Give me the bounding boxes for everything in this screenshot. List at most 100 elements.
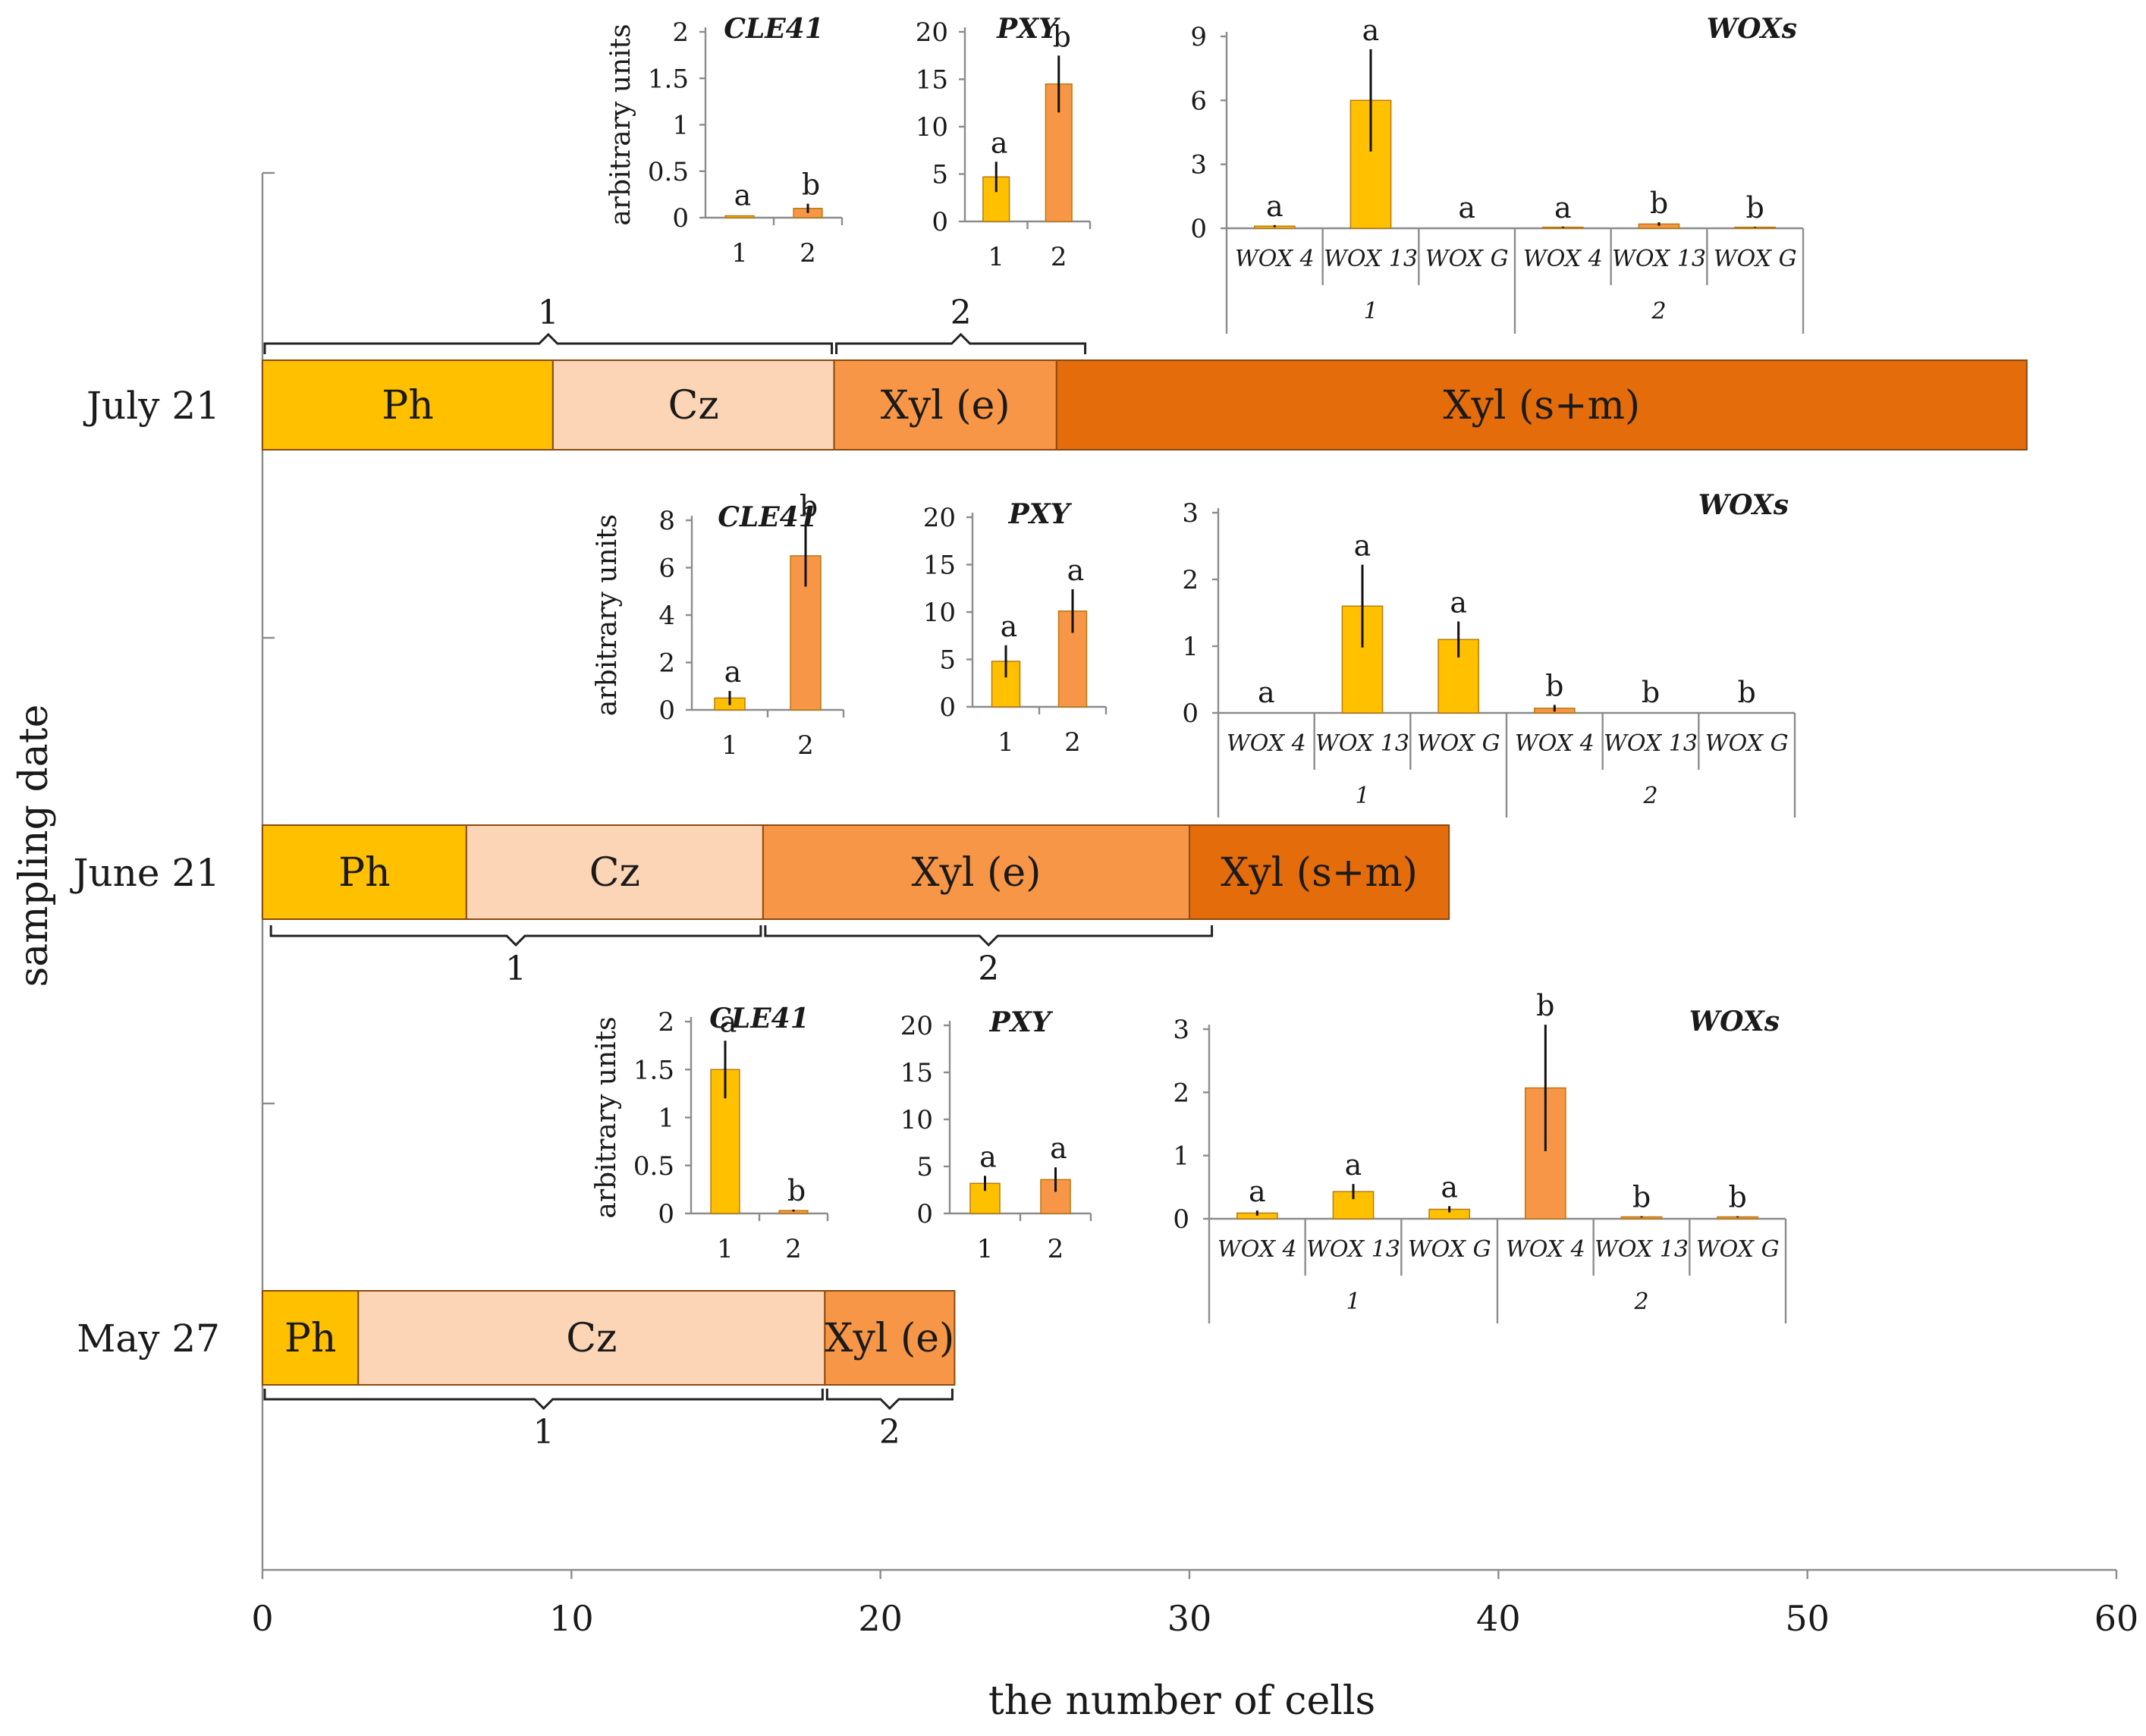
- stacked-segment: [262, 359, 554, 450]
- significance-letter: a: [1458, 191, 1475, 224]
- wox-category-label: WOX 4: [1515, 730, 1595, 757]
- date-row: July 21 Ph Cz Xyl (e) Xyl (s+m) 1 2: [83, 294, 2028, 450]
- inset-x-tick-label: 2: [1048, 1234, 1064, 1264]
- row-date-label: July 21: [83, 384, 220, 428]
- significance-letter: a: [1554, 191, 1572, 224]
- inset-x-tick-label: 1: [731, 238, 748, 268]
- inset-title: WOXs: [1707, 13, 1797, 45]
- significance-letter: b: [787, 1174, 806, 1207]
- wox-group-label: 1: [1363, 298, 1378, 325]
- inset-title: PXY: [1008, 498, 1073, 530]
- inset-x-tick-label: 1: [977, 1234, 994, 1264]
- cle41-inset: 0 0.5 1 1.5 2 a 1 b 2 CLE41 arbitrary units: [591, 1003, 829, 1264]
- inset-y-tick-label: 0: [1182, 698, 1199, 729]
- inset-y-tick-label: 9: [1190, 22, 1207, 52]
- x-tick-label: 50: [1785, 1598, 1830, 1639]
- significance-letter: b: [1545, 669, 1563, 702]
- significance-letter: b: [1642, 676, 1660, 709]
- pxy-inset: 0 5 10 15 20 a 1 a 2 PXY: [923, 498, 1108, 758]
- date-row: May 27 Ph Cz Xyl (e) 1 2: [77, 1290, 956, 1452]
- wox-group-label: 1: [1346, 1289, 1360, 1315]
- inset-y-tick-label: 20: [923, 503, 956, 533]
- inset-y-tick-label: 4: [658, 601, 675, 631]
- wox-group-label: 2: [1651, 298, 1666, 325]
- significance-letter: a: [1001, 610, 1018, 643]
- stacked-segment: [465, 824, 764, 920]
- inset-x-tick-label: 2: [800, 238, 816, 268]
- wox-group-label: 2: [1642, 783, 1657, 809]
- stacked-segment: [357, 1290, 826, 1386]
- inset-y-tick-label: 1: [1182, 632, 1199, 662]
- wox-category-label: WOX 4: [1235, 246, 1315, 272]
- inset-x-tick-label: 2: [797, 730, 814, 761]
- significance-letter: a: [1354, 529, 1371, 563]
- wox-category-label: WOX G: [1696, 1236, 1780, 1263]
- wox-category-label: WOX 13: [1324, 246, 1418, 272]
- inset-x-tick-label: 1: [717, 1234, 734, 1264]
- inset-bar: [724, 215, 755, 218]
- inset-x-tick-label: 1: [988, 242, 1004, 272]
- inset-y-tick-label: 2: [1182, 565, 1199, 595]
- stacked-segment: [262, 1290, 360, 1386]
- inset-y-tick-label: 3: [1173, 1015, 1189, 1045]
- segment-label: Xyl (e): [825, 1316, 954, 1361]
- zone-brace: [263, 332, 834, 354]
- significance-letter: a: [734, 179, 752, 212]
- zone-brace: [825, 1389, 954, 1411]
- wox-group-label: 1: [1355, 783, 1369, 809]
- inset-y-tick-label: 0: [939, 692, 956, 723]
- wox-inset: 0 1 2 3 a WOX 4 a WOX 13 a WOX G b WOX 4 b WOX 13 b WOX…: [1173, 989, 1787, 1323]
- significance-letter: a: [1362, 14, 1380, 47]
- inset-y-tick-label: 0.5: [633, 1151, 674, 1182]
- segment-label: Cz: [566, 1316, 617, 1361]
- inset-y-tick-label: 15: [916, 65, 948, 96]
- significance-letter: b: [1632, 1181, 1651, 1214]
- date-rows: July 21 Ph Cz Xyl (e) Xyl (s+m) 1 2 June 21 Ph Cz…: [69, 294, 2028, 1452]
- segment-label: Cz: [589, 850, 640, 896]
- stacked-segment: [1055, 359, 2028, 450]
- inset-y-tick-label: 2: [658, 1007, 674, 1038]
- segment-label: Xyl (e): [911, 850, 1041, 896]
- row-date-label: June 21: [69, 851, 220, 895]
- inset-y-tick-label: 0: [1190, 214, 1207, 244]
- row-date-label: May 27: [77, 1317, 220, 1361]
- inset-y-tick-label: 2: [658, 648, 675, 679]
- x-axis-ticks: 0 10 20 30 40 50 60: [251, 1570, 2138, 1639]
- x-tick-label: 0: [251, 1598, 273, 1639]
- inset-y-tick-label: 20: [900, 1011, 933, 1041]
- inset-title: PXY: [989, 1006, 1054, 1038]
- y-axis-ticks: [262, 171, 275, 1105]
- inset-y-tick-label: 2: [672, 17, 689, 48]
- inset-y-tick-label: 5: [932, 160, 948, 190]
- inset-y-tick-label: 6: [658, 554, 675, 584]
- inset-y-tick-label: 1: [1173, 1141, 1189, 1172]
- wox-category-label: WOX G: [1425, 246, 1509, 272]
- segment-label: Ph: [382, 383, 433, 429]
- inset-y-tick-label: 15: [900, 1058, 933, 1088]
- significance-letter: a: [1345, 1148, 1362, 1182]
- x-tick-label: 60: [2094, 1598, 2139, 1639]
- y-axis-title: sampling date: [11, 705, 57, 987]
- significance-letter: a: [1050, 1132, 1067, 1165]
- significance-letter: b: [1536, 989, 1554, 1022]
- significance-letter: a: [1441, 1170, 1458, 1204]
- inset-x-tick-label: 2: [1051, 242, 1067, 272]
- significance-letter: a: [991, 126, 1008, 159]
- wox-category-label: WOX 4: [1227, 730, 1306, 757]
- inset-title: CLE41: [724, 13, 824, 45]
- zone-label: 1: [505, 950, 526, 988]
- inset-y-tick-label: 8: [658, 506, 675, 536]
- inset-title: PXY: [996, 13, 1060, 45]
- inset-y-tick-label: 0: [658, 1199, 674, 1229]
- wox-inset: 0 3 6 9 a WOX 4 a WOX 13 a WOX G a WOX 4 b WOX 13 b WOX…: [1190, 13, 1805, 334]
- significance-letter: a: [724, 655, 742, 689]
- wox-category-label: WOX 4: [1218, 1236, 1297, 1263]
- inset-title: CLE41: [709, 1003, 809, 1034]
- inset-y-tick-label: 3: [1190, 150, 1207, 181]
- wox-category-label: WOX G: [1714, 246, 1797, 272]
- inset-y-tick-label: 0: [1173, 1204, 1189, 1235]
- inset-x-tick-label: 1: [721, 730, 738, 761]
